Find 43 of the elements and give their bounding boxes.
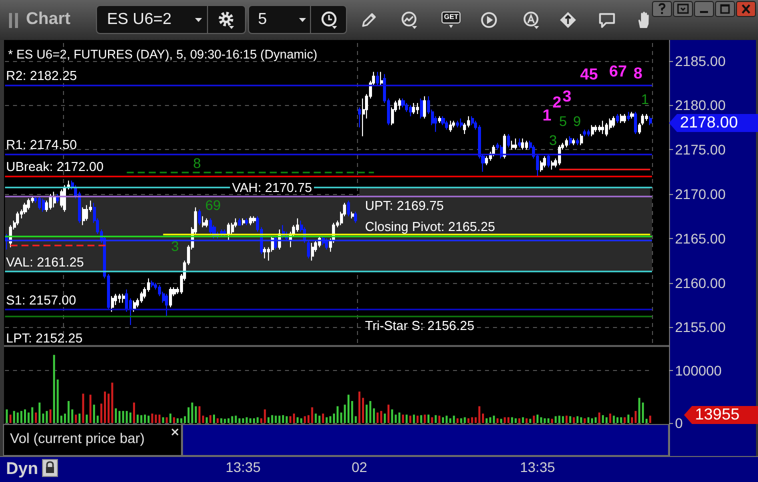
- ref-line-label: UBreak: 2172.00: [6, 159, 104, 174]
- annotation: 3: [171, 238, 180, 254]
- x-tick-label: 13:35: [520, 459, 556, 475]
- text: Vol (current price bar): [10, 430, 145, 446]
- ref-line-label: R1: 2174.50: [6, 137, 77, 152]
- annotation: 3: [549, 132, 558, 148]
- y-tick-label: 2180.00: [675, 97, 726, 114]
- y-tick-label: 2170.00: [675, 186, 726, 202]
- y-tick-label: 100000: [675, 362, 722, 379]
- text: 2178.00: [680, 114, 738, 132]
- annotation: 5: [559, 113, 568, 129]
- x-tick-label: 13:35: [226, 459, 261, 475]
- ref-line-label: UPT: 2169.75: [365, 198, 444, 214]
- y-tick-label: 0: [675, 415, 683, 431]
- annotation: 1: [641, 91, 650, 107]
- ref-line-label: S1: 2157.00: [6, 292, 76, 308]
- annotation: 1: [542, 108, 552, 124]
- ref-line-label: Closing Pivot: 2165.25: [365, 219, 496, 234]
- ref-line-label: R2: 2182.25: [6, 68, 77, 84]
- text: 5: [258, 11, 267, 28]
- y-tick-label: 2155.00: [675, 319, 726, 336]
- text: ES U6=2: [107, 11, 172, 28]
- annotation: 2: [552, 94, 562, 112]
- text: 13955: [695, 406, 740, 424]
- text: Dyn: [6, 459, 38, 478]
- chart-title: * ES U6=2, FUTURES (DAY), 5, 09:30-16:15 (Dynamic): [8, 48, 318, 62]
- annotation: LPT: 2152.25: [6, 330, 83, 346]
- annotation: 8: [634, 66, 643, 82]
- y-tick-label: 2165.00: [675, 230, 726, 246]
- annotation: 3: [562, 88, 572, 106]
- y-tick-label: 2160.00: [675, 274, 726, 291]
- annotation: 8: [193, 155, 202, 171]
- y-tick-label: 2175.00: [675, 142, 726, 158]
- ref-line-label: VAH: 2170.75: [232, 180, 312, 195]
- annotation: 45: [580, 66, 598, 84]
- x-tick-label: 02: [352, 459, 368, 475]
- ref-line-label: VAL: 2161.25: [6, 254, 84, 270]
- annotation: 9: [573, 113, 582, 129]
- y-tick-label: 2185.00: [675, 52, 726, 69]
- text: Chart: [26, 9, 70, 28]
- ref-line-label: Tri-Star S: 2156.25: [365, 318, 474, 334]
- annotation: 69: [205, 197, 221, 213]
- annotation: 67: [609, 64, 627, 80]
